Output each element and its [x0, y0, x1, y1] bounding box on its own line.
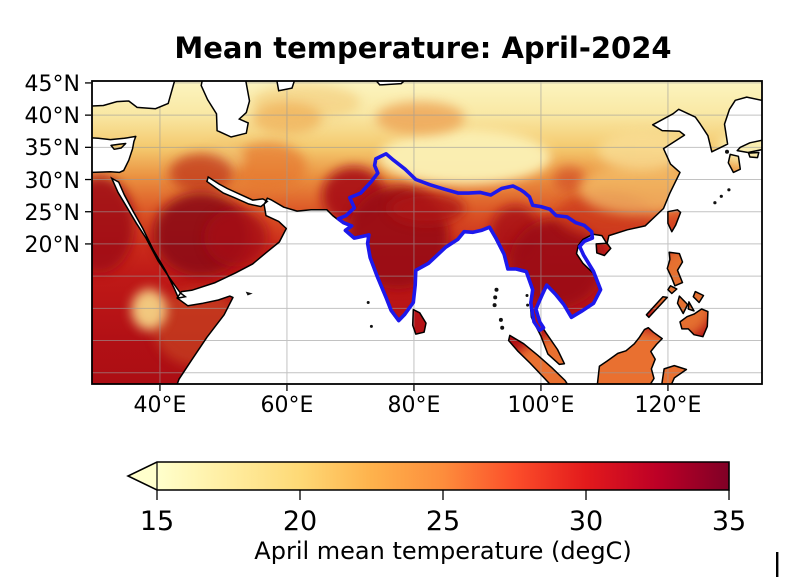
- x-tick-label: 120°E: [635, 393, 702, 418]
- x-tick-label: 60°E: [261, 393, 314, 418]
- map-border: [91, 80, 763, 385]
- seas-and-lakes: [92, 81, 406, 299]
- map-geography: [85, 80, 763, 391]
- colorbar-gradient: [157, 462, 729, 490]
- colorbar-tick-label: 30: [569, 506, 603, 537]
- colorbar-outline: [126, 461, 730, 491]
- south-asia-region-outline: [336, 152, 603, 332]
- y-tick-label: 40°N: [25, 104, 80, 129]
- colorbar-ticks: [156, 490, 730, 500]
- x-axis-tick-labels: 40°E 60°E 80°E 100°E 120°E: [134, 393, 702, 418]
- y-tick-label: 25°N: [25, 201, 80, 226]
- axis-ticks: [85, 82, 669, 391]
- small-islands: [245, 149, 731, 330]
- map-plot-area: [92, 81, 762, 384]
- x-tick-label: 40°E: [134, 393, 187, 418]
- colorbar: [126, 461, 730, 500]
- y-axis-tick-labels: 45°N 40°N 35°N 30°N 25°N 20°N: [25, 72, 80, 258]
- colorbar-tick-label: 15: [140, 506, 174, 537]
- colorbar-tick-label: 25: [426, 506, 460, 537]
- colorbar-label: April mean temperature (degC): [254, 537, 631, 565]
- y-tick-label: 45°N: [25, 72, 80, 97]
- text-cursor-artifact: [776, 552, 779, 577]
- colorbar-tick-labels: 15 20 25 30 35: [140, 506, 746, 537]
- colorbar-tick-label: 35: [712, 506, 746, 537]
- y-tick-label: 20°N: [25, 233, 80, 258]
- gridlines: [92, 81, 762, 384]
- page-title: Mean temperature: April-2024: [174, 31, 671, 65]
- y-tick-label: 35°N: [25, 136, 80, 161]
- x-tick-label: 80°E: [388, 393, 441, 418]
- x-tick-label: 100°E: [508, 393, 575, 418]
- y-tick-label: 30°N: [25, 169, 80, 194]
- colorbar-extend-arrow: [128, 462, 157, 490]
- colorbar-tick-label: 20: [283, 506, 317, 537]
